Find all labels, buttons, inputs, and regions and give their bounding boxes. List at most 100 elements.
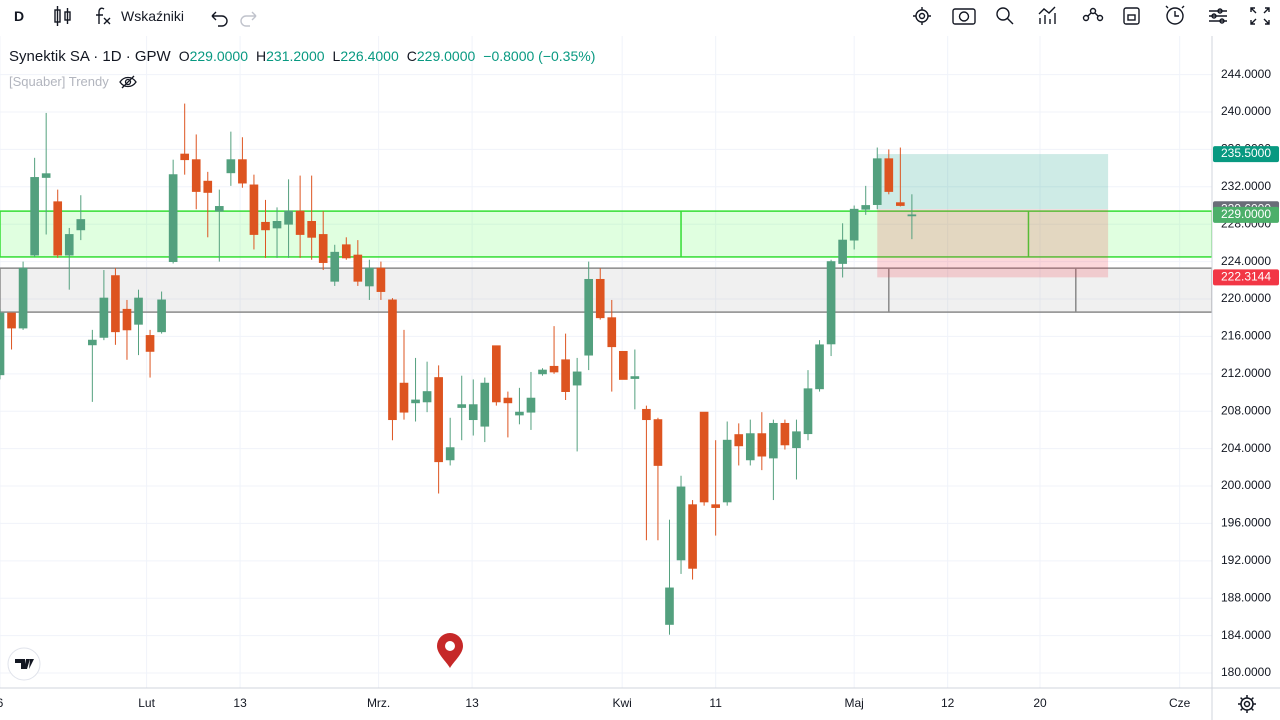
- candle-body: [665, 587, 674, 625]
- ohlc-value: 229.0000: [189, 48, 249, 64]
- candle-body: [780, 422, 790, 446]
- candle-body: [157, 299, 166, 333]
- candle-body: [734, 434, 744, 447]
- candle-body: [688, 504, 697, 569]
- candle-body: [838, 239, 847, 264]
- candles: [0, 103, 917, 635]
- ohlc-key: O: [178, 48, 190, 64]
- candle-body: [884, 158, 894, 192]
- candle-body: [203, 180, 213, 193]
- candle-body: [145, 335, 155, 352]
- y-tick-label: 232.0000: [1221, 179, 1271, 193]
- settings-icon[interactable]: [1238, 695, 1256, 713]
- ohlc-value: 229.0000: [416, 48, 476, 64]
- hidden-eye-icon[interactable]: [118, 75, 137, 89]
- interval-button[interactable]: D: [14, 8, 25, 24]
- price-label: 235.5000: [1221, 146, 1271, 160]
- snapshot-button[interactable]: [952, 8, 976, 25]
- candle-body: [226, 159, 236, 174]
- x-tick-label: Lut: [138, 696, 155, 710]
- candle-body: [399, 382, 409, 413]
- candle-body: [861, 205, 871, 210]
- candle-body: [249, 184, 259, 235]
- ohlc-value: 231.2000: [266, 48, 325, 64]
- indicators-button[interactable]: [1038, 6, 1056, 24]
- candle-body: [307, 221, 316, 238]
- indicator-name[interactable]: [Squaber] Trendy: [9, 74, 109, 89]
- candle-body: [261, 221, 270, 231]
- candle-body: [653, 419, 663, 466]
- position-stop: [877, 209, 1109, 278]
- redo-icon[interactable]: [240, 11, 257, 27]
- candle-body: [41, 173, 51, 178]
- candle-body: [30, 177, 39, 256]
- x-tick-label: Maj: [844, 696, 863, 710]
- candle-body: [896, 202, 905, 206]
- x-tick-label: 20: [1033, 696, 1047, 710]
- x-tick-label: 13: [233, 696, 247, 710]
- y-tick-label: 220.0000: [1221, 291, 1271, 305]
- y-tick-label: 240.0000: [1221, 104, 1271, 118]
- candle-body: [515, 411, 524, 416]
- y-tick-label: 196.0000: [1221, 516, 1271, 530]
- candle-body: [295, 210, 305, 235]
- search-button[interactable]: [996, 7, 1014, 25]
- candle-body: [88, 339, 97, 346]
- undo-icon[interactable]: [211, 11, 228, 27]
- chart-type-icon[interactable]: [54, 6, 71, 26]
- price-label-bg: [1213, 146, 1279, 163]
- object-tree-button[interactable]: [1209, 8, 1227, 24]
- zone: [0, 267, 1212, 313]
- symbol-title[interactable]: Synektik SA · 1D · GPW: [9, 48, 171, 65]
- candle-body: [584, 278, 594, 356]
- alert-button[interactable]: [1165, 5, 1185, 25]
- event-marker[interactable]: [437, 633, 463, 668]
- y-tick-label: 216.0000: [1221, 329, 1271, 343]
- candle-body: [711, 504, 720, 508]
- change: −0.8000 (−0.35%): [483, 48, 596, 64]
- candle-body: [503, 397, 513, 404]
- candle-body: [18, 267, 28, 329]
- candle-body: [803, 388, 813, 435]
- candle-body: [318, 234, 328, 263]
- x-tick-label: 13: [465, 696, 479, 710]
- fullscreen-button[interactable]: [1250, 7, 1270, 25]
- candle-body: [284, 210, 293, 225]
- x-tick-label: Cze: [1169, 696, 1191, 710]
- save-button[interactable]: [1123, 7, 1140, 25]
- compare-button[interactable]: [1082, 7, 1104, 22]
- settings-button[interactable]: [913, 7, 931, 25]
- candle-body: [480, 382, 490, 427]
- price-label: 222.3144: [1221, 270, 1271, 284]
- indicator-row: [Squaber] Trendy: [9, 74, 137, 89]
- ohlc-item: O 229.0000: [179, 48, 248, 64]
- ohlc-key: L: [332, 48, 341, 64]
- y-tick-label: 188.0000: [1221, 590, 1271, 604]
- x-tick-label: 12: [941, 696, 955, 710]
- axes: 180.0000 184.0000 188.0000 192.0000 196.0000…: [0, 36, 1280, 720]
- toolbar-icons: [54, 5, 1270, 27]
- y-tick-label: 212.0000: [1221, 366, 1271, 380]
- toolbar: D Wskaźniki: [0, 0, 1280, 34]
- x-tick-label: Kwi: [612, 696, 631, 710]
- tv-logo[interactable]: [7, 647, 41, 681]
- y-tick-label: 208.0000: [1221, 403, 1271, 417]
- candle-body: [572, 371, 582, 386]
- ohlc-key: H: [256, 48, 267, 64]
- fx-icon[interactable]: [96, 7, 111, 25]
- y-tick-label: 184.0000: [1221, 628, 1271, 642]
- candle-body: [191, 159, 201, 192]
- legend: Synektik SA · 1D · GPW O 229.0000 H 231.200…: [9, 48, 595, 65]
- candle-body: [422, 391, 432, 403]
- candle-body: [492, 345, 501, 403]
- candle-body: [642, 408, 651, 421]
- candle-body: [0, 312, 5, 376]
- candle-body: [769, 422, 778, 459]
- candle-body: [757, 433, 767, 457]
- zone: [0, 210, 1212, 258]
- candle-body: [792, 431, 801, 449]
- indicators-label[interactable]: Wskaźniki: [121, 8, 185, 24]
- candle-body: [214, 206, 224, 212]
- candle-body: [468, 404, 478, 421]
- candle-body: [7, 312, 16, 329]
